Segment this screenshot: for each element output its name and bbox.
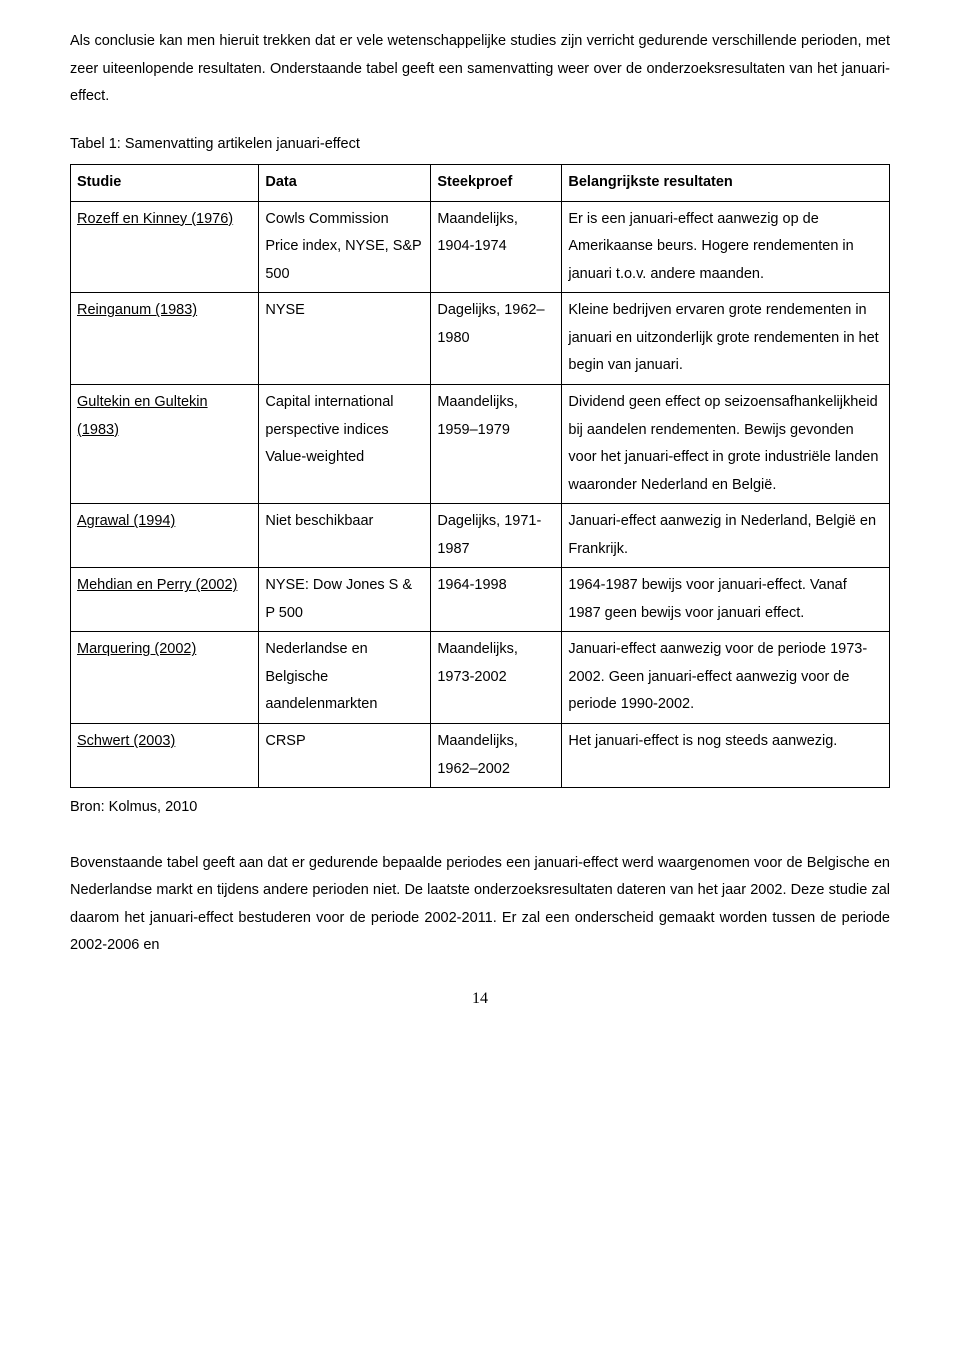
table-row: Reinganum (1983) NYSE Dagelijks, 1962–19… xyxy=(71,293,890,385)
cell-result: Er is een januari-effect aanwezig op de … xyxy=(562,201,890,293)
cell-data: NYSE: Dow Jones S & P 500 xyxy=(259,568,431,632)
cell-study: Reinganum (1983) xyxy=(71,293,259,385)
cell-result: 1964-1987 bewijs voor januari-effect. Va… xyxy=(562,568,890,632)
cell-study: Marquering (2002) xyxy=(71,632,259,724)
cell-study: Gultekin en Gultekin (1983) xyxy=(71,385,259,504)
table-row: Agrawal (1994) Niet beschikbaar Dagelijk… xyxy=(71,504,890,568)
cell-sample: Maandelijks, 1962–2002 xyxy=(431,724,562,788)
col-header-sample: Steekproef xyxy=(431,165,562,202)
col-header-result: Belangrijkste resultaten xyxy=(562,165,890,202)
cell-data: Nederlandse en Belgische aandelenmarkten xyxy=(259,632,431,724)
col-header-data: Data xyxy=(259,165,431,202)
cell-sample: Maandelijks, 1904-1974 xyxy=(431,201,562,293)
cell-sample: Dagelijks, 1971-1987 xyxy=(431,504,562,568)
cell-data: Niet beschikbaar xyxy=(259,504,431,568)
cell-data: NYSE xyxy=(259,293,431,385)
cell-sample: Maandelijks, 1973-2002 xyxy=(431,632,562,724)
table-source: Bron: Kolmus, 2010 xyxy=(70,794,890,822)
cell-sample: 1964-1998 xyxy=(431,568,562,632)
cell-study: Mehdian en Perry (2002) xyxy=(71,568,259,632)
col-header-study: Studie xyxy=(71,165,259,202)
table-row: Mehdian en Perry (2002) NYSE: Dow Jones … xyxy=(71,568,890,632)
cell-result: Januari-effect aanwezig in Nederland, Be… xyxy=(562,504,890,568)
table-row: Gultekin en Gultekin (1983) Capital inte… xyxy=(71,385,890,504)
intro-paragraph: Als conclusie kan men hieruit trekken da… xyxy=(70,28,890,111)
cell-study: Agrawal (1994) xyxy=(71,504,259,568)
outro-paragraph: Bovenstaande tabel geeft aan dat er gedu… xyxy=(70,850,890,960)
summary-table: Studie Data Steekproef Belangrijkste res… xyxy=(70,164,890,788)
table-row: Schwert (2003) CRSP Maandelijks, 1962–20… xyxy=(71,724,890,788)
cell-result: Januari-effect aanwezig voor de periode … xyxy=(562,632,890,724)
table-caption: Tabel 1: Samenvatting artikelen januari-… xyxy=(70,131,890,159)
cell-study: Rozeff en Kinney (1976) xyxy=(71,201,259,293)
cell-study: Schwert (2003) xyxy=(71,724,259,788)
table-row: Marquering (2002) Nederlandse en Belgisc… xyxy=(71,632,890,724)
cell-data: Capital international perspective indice… xyxy=(259,385,431,504)
cell-result: Kleine bedrijven ervaren grote rendement… xyxy=(562,293,890,385)
table-header-row: Studie Data Steekproef Belangrijkste res… xyxy=(71,165,890,202)
cell-result: Dividend geen effect op seizoensafhankel… xyxy=(562,385,890,504)
cell-sample: Dagelijks, 1962–1980 xyxy=(431,293,562,385)
cell-data: CRSP xyxy=(259,724,431,788)
cell-data: Cowls Commission Price index, NYSE, S&P … xyxy=(259,201,431,293)
table-row: Rozeff en Kinney (1976) Cowls Commission… xyxy=(71,201,890,293)
cell-result: Het januari-effect is nog steeds aanwezi… xyxy=(562,724,890,788)
page-number: 14 xyxy=(70,984,890,1014)
cell-sample: Maandelijks, 1959–1979 xyxy=(431,385,562,504)
